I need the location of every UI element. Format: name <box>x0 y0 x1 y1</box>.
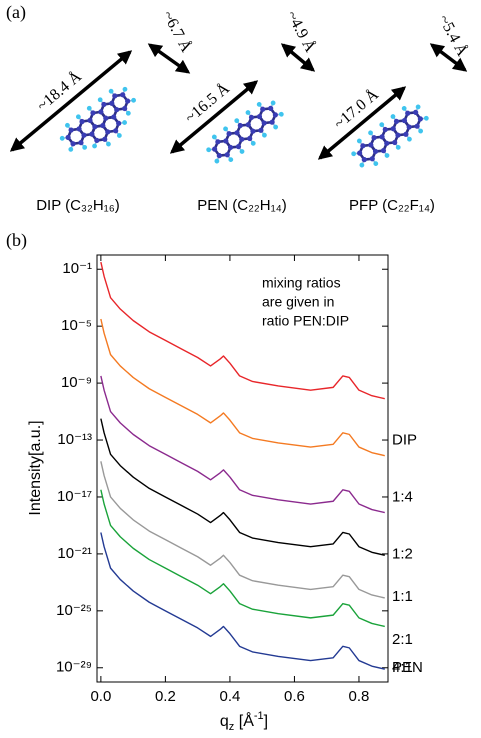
y-tick-label: 10⁻²¹ <box>57 545 92 562</box>
atom-h <box>59 135 66 142</box>
page: {"panel_a": {"label": "(a)", "molecules"… <box>0 0 481 738</box>
x-label-sup: -1 <box>254 710 264 722</box>
y-tick-label: 10⁻¹³ <box>57 431 92 448</box>
atom-h <box>278 111 285 118</box>
annotation: ratio PEN:DIP <box>262 313 349 329</box>
atom-h <box>415 104 422 111</box>
length-label: ~18.4 Å <box>33 67 85 115</box>
molecule-name: PFP (C₂₂F₁₄) <box>349 197 435 214</box>
x-tick-label: 0.6 <box>284 688 305 705</box>
series-line <box>101 319 385 456</box>
x-tick-label: 0.8 <box>349 688 370 705</box>
x-label-part: ] <box>264 713 268 730</box>
atom-h <box>214 158 221 165</box>
y-tick-label: 10⁻⁹ <box>61 374 92 391</box>
series-line <box>101 490 385 627</box>
atom-h <box>270 100 277 107</box>
atom-h <box>350 150 357 157</box>
series-label: 2:1 <box>392 631 413 648</box>
series-label: 1:1 <box>392 588 413 605</box>
y-axis-label: Intensity[a.u.] <box>27 420 44 515</box>
y-tick-label: 10⁻¹⁷ <box>57 488 92 505</box>
width-label: ~6.7 Å <box>159 8 196 56</box>
panel-label: (b) <box>6 230 27 251</box>
series-label: 1:2 <box>392 546 413 563</box>
y-tick-label: 10⁻²⁵ <box>56 602 92 619</box>
x-tick-label: 0.0 <box>90 688 111 705</box>
series-label: PEN <box>392 659 423 676</box>
molecule-name: PEN (C₂₂H₁₄) <box>197 197 287 214</box>
annotation: are given in <box>262 294 334 310</box>
series-line <box>101 532 385 669</box>
y-tick-label: 10⁻²⁹ <box>56 659 92 676</box>
y-tick-label: 10⁻¹ <box>62 260 92 277</box>
panel-label: (a) <box>6 2 26 23</box>
atom-h <box>91 143 98 150</box>
series-label: 1:4 <box>392 489 413 506</box>
atom-h <box>130 97 137 104</box>
atom-h <box>205 146 212 153</box>
atom-h <box>359 162 366 169</box>
series-line <box>101 461 385 598</box>
annotation: mixing ratios <box>262 275 341 291</box>
series-line <box>101 376 385 513</box>
y-tick-label: 10⁻⁵ <box>61 317 92 334</box>
length-label: ~16.5 Å <box>181 79 233 127</box>
x-label-part: [Å <box>234 711 254 730</box>
figure: (a) (b) Intensity[a.u.] qz [Å-1] ~18.4 Å… <box>0 0 481 738</box>
atom-h <box>122 86 129 93</box>
atom-h <box>67 146 74 153</box>
series-line <box>101 262 385 399</box>
atom-h <box>121 119 128 126</box>
x-tick-label: 0.2 <box>155 688 176 705</box>
x-tick-label: 0.4 <box>219 688 240 705</box>
molecule-name: DIP (C₃₂H₁₆) <box>36 197 120 214</box>
x-axis-label: qz [Å-1] <box>220 710 268 733</box>
series-label: DIP <box>392 432 417 449</box>
series-line <box>101 419 385 556</box>
atom-h <box>423 115 430 122</box>
x-label-part: q <box>220 713 229 730</box>
